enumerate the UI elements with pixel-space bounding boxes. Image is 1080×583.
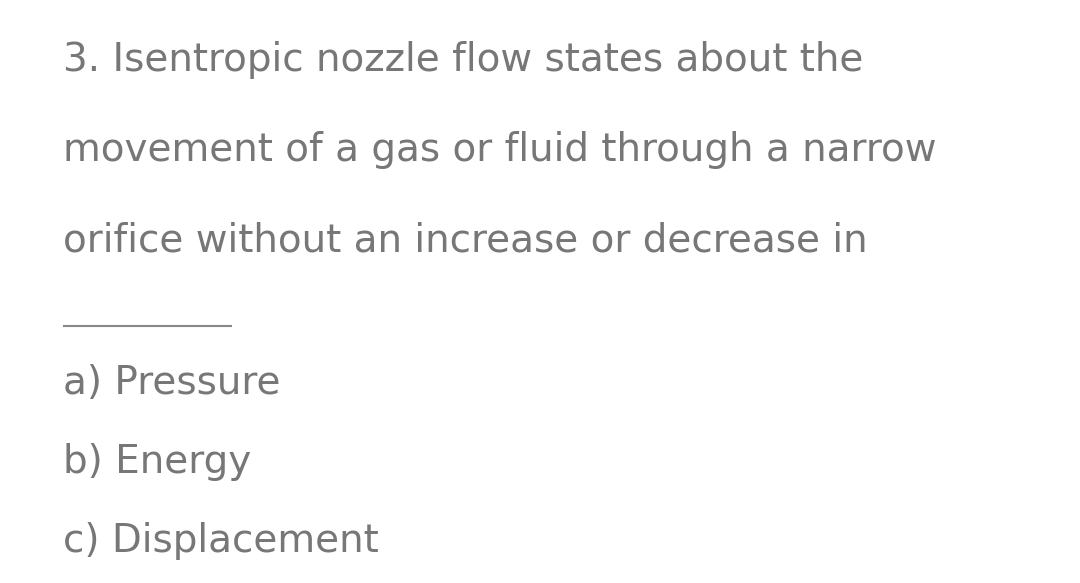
Text: c) Displacement: c) Displacement: [63, 522, 378, 560]
Text: orifice without an increase or decrease in: orifice without an increase or decrease …: [63, 222, 867, 259]
Text: 3. Isentropic nozzle flow states about the: 3. Isentropic nozzle flow states about t…: [63, 41, 863, 79]
Text: movement of a gas or fluid through a narrow: movement of a gas or fluid through a nar…: [63, 131, 936, 169]
Text: b) Energy: b) Energy: [63, 443, 251, 481]
Text: a) Pressure: a) Pressure: [63, 364, 280, 402]
